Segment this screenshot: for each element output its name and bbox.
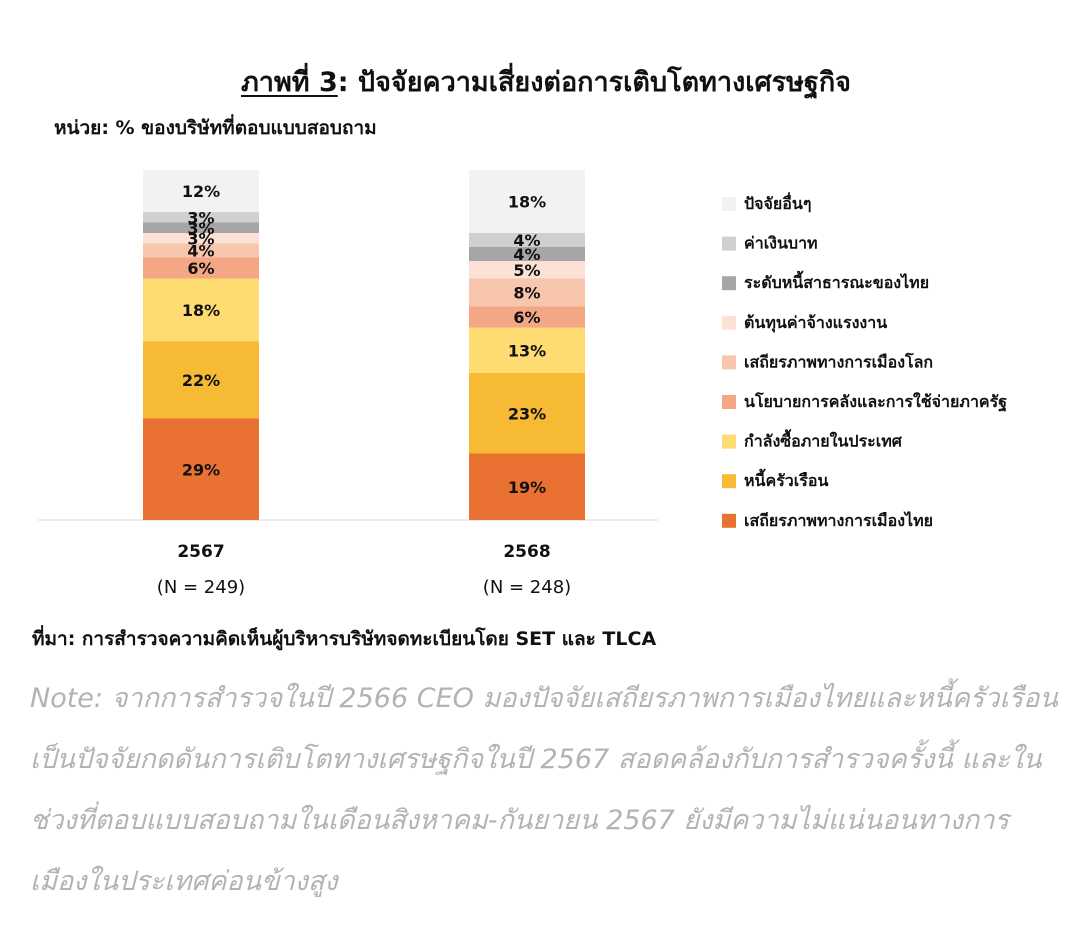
chart-title: ภาพที่ 3: ปัจจัยความเสี่ยงต่อการเติบโตทา… bbox=[0, 60, 1092, 103]
data-label: 3% bbox=[187, 219, 214, 238]
source-text: ที่มา: การสำรวจความคิดเห็นผู้บริหารบริษั… bbox=[32, 628, 657, 650]
stacked-bar-chart: 29%22%18%6%4%3%3%3%12%2567(N = 249)19%23… bbox=[38, 170, 1007, 598]
bar-segment bbox=[469, 247, 585, 261]
bar-segment bbox=[469, 170, 585, 233]
data-label: 22% bbox=[182, 371, 220, 390]
legend-swatch bbox=[722, 395, 736, 409]
legend-swatch bbox=[722, 474, 736, 489]
legend-label: เสถียรภาพทางการเมืองไทย bbox=[744, 511, 933, 530]
data-label: 23% bbox=[508, 404, 546, 423]
data-label: 13% bbox=[508, 341, 546, 360]
bar-segment bbox=[469, 278, 585, 307]
data-label: 4% bbox=[513, 231, 540, 250]
legend-label: ค่าเงินบาท bbox=[744, 234, 818, 253]
legend-label: ต้นทุนค่าจ้างแรงงาน bbox=[744, 313, 887, 333]
legend-swatch bbox=[722, 236, 736, 251]
data-label: 18% bbox=[508, 193, 546, 212]
data-label: 3% bbox=[187, 208, 214, 227]
legend-swatch bbox=[722, 355, 736, 370]
legend-label: ระดับหนี้สาธารณะของไทย bbox=[744, 270, 929, 292]
legend-label: นโยบายการคลังและการใช้จ่ายภาครัฐ bbox=[744, 391, 1007, 412]
bar-segment bbox=[143, 233, 259, 244]
data-label: 3% bbox=[187, 229, 214, 248]
category-label: 2567 bbox=[177, 542, 224, 562]
legend-label: เสถียรภาพทางการเมืองโลก bbox=[744, 351, 933, 371]
data-label: 4% bbox=[513, 245, 540, 264]
bar-segment bbox=[143, 257, 259, 279]
data-label: 19% bbox=[508, 478, 546, 497]
data-label: 8% bbox=[513, 284, 540, 303]
legend-swatch bbox=[722, 197, 736, 211]
bar-segment bbox=[469, 261, 585, 279]
figure-title-text: : ปัจจัยความเสี่ยงต่อการเติบโตทางเศรษฐกิ… bbox=[337, 67, 851, 98]
bar-segment bbox=[469, 306, 585, 328]
legend: ปัจจัยอื่นๆค่าเงินบาทระดับหนี้สาธารณะของ… bbox=[722, 192, 1007, 530]
bar-segment bbox=[143, 212, 259, 223]
legend-swatch bbox=[722, 276, 736, 291]
legend-swatch bbox=[722, 315, 736, 330]
legend-swatch bbox=[722, 513, 736, 528]
data-label: 5% bbox=[513, 261, 540, 280]
bar-segment bbox=[469, 453, 585, 520]
category-sublabel: (N = 249) bbox=[157, 577, 245, 598]
data-label: 29% bbox=[182, 460, 220, 479]
bars-layer: 29%22%18%6%4%3%3%3%12%2567(N = 249)19%23… bbox=[38, 170, 658, 598]
figure-number: ภาพที่ 3 bbox=[240, 67, 338, 98]
legend-label: กำลังซื้อภายในประเทศ bbox=[744, 429, 903, 451]
bar-segment bbox=[469, 233, 585, 247]
bar-segment bbox=[143, 170, 259, 212]
bar-segment bbox=[469, 327, 585, 373]
category-sublabel: (N = 248) bbox=[483, 577, 571, 598]
data-label: 4% bbox=[187, 242, 214, 261]
legend-swatch bbox=[722, 434, 736, 449]
bar-segment bbox=[469, 373, 585, 454]
data-label: 12% bbox=[182, 182, 220, 201]
note-text: Note: จากการสำรวจในปี 2566 CEO มองปัจจัย… bbox=[30, 683, 1058, 897]
data-label: 18% bbox=[182, 301, 220, 320]
data-label: 6% bbox=[513, 308, 540, 327]
category-label: 2568 bbox=[503, 542, 550, 562]
data-label: 6% bbox=[187, 259, 214, 278]
bar-segment bbox=[143, 278, 259, 342]
legend-label: ปัจจัยอื่นๆ bbox=[744, 192, 811, 213]
unit-label: หน่วย: % ของบริษัทที่ตอบแบบสอบถาม bbox=[54, 117, 377, 139]
bar-segment bbox=[143, 222, 259, 233]
bar-segment bbox=[143, 341, 259, 419]
bar-segment bbox=[143, 243, 259, 258]
legend-label: หนี้ครัวเรือน bbox=[744, 468, 828, 490]
bar-segment bbox=[143, 418, 259, 520]
